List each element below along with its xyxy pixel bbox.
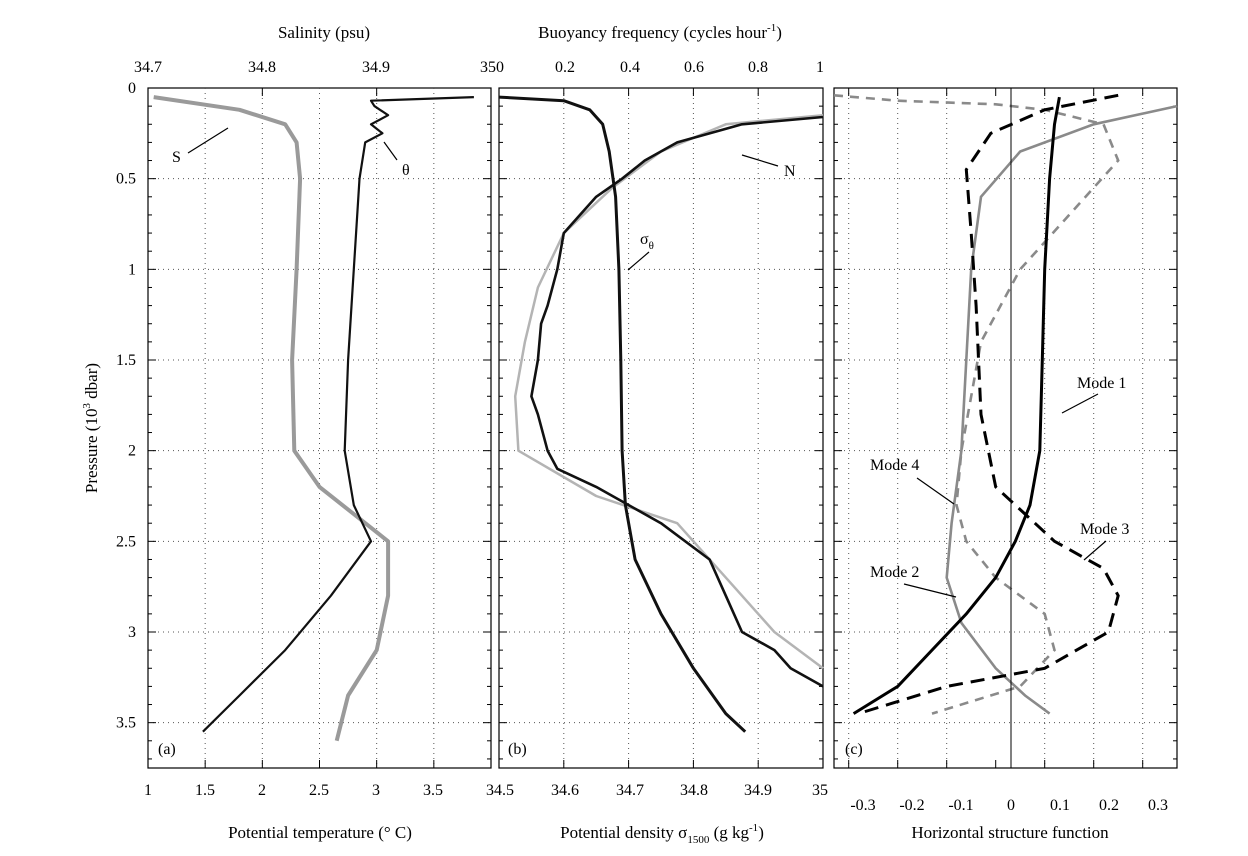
series-mode-2 (945, 104, 1178, 715)
panel-b-frame (498, 87, 824, 769)
panel-b-tag: (b) (508, 741, 527, 758)
panel-a-bottom-axis-label: Potential temperature (° C) (228, 823, 412, 842)
panel-c-bottom-tick: -0.1 (948, 797, 973, 814)
y-tick-label: 3 (128, 624, 136, 641)
panel-frames (147, 87, 1178, 769)
panel-a-tag: (a) (158, 741, 176, 758)
series-potential-temperature (202, 96, 474, 733)
panel-b-bottom-tick: 34.6 (551, 782, 579, 799)
panel-b-bottom-tick: 34.8 (680, 782, 708, 799)
gridlines (148, 88, 1177, 768)
panel-a-top-axis-label: Salinity (psu) (278, 23, 370, 42)
panel-a-top-tick: 35 (480, 59, 496, 76)
panel-b-bottom-label-text: Potential density σ (560, 823, 687, 842)
y-tick-label: 0.5 (116, 171, 136, 188)
series-mode-1 (852, 96, 1061, 715)
tick-marks (147, 87, 1177, 768)
panel-a-top-tick: 34.7 (134, 59, 162, 76)
panel-b-top-tick: 0.6 (684, 59, 704, 76)
panel-c-bottom-tick: 0 (1007, 797, 1015, 814)
panel-b-bottom-label-sub: 1500 (687, 834, 710, 846)
y-tick-label: 2 (128, 443, 136, 460)
annotation-theta-leader (383, 141, 398, 161)
annotation-mode-1-leader (1061, 393, 1099, 414)
annotation-theta: θ (402, 162, 410, 179)
panel-c-bottom-ticks: -0.3 -0.2 -0.1 0 0.1 0.2 0.3 (850, 797, 1168, 814)
panel-b-bottom-tick: 35 (812, 782, 828, 799)
annotation-mode-2: Mode 2 (870, 564, 919, 581)
panel-a-top-tick: 34.9 (362, 59, 390, 76)
panel-b-top-axis-label: Buoyancy frequency (cycles hour-1) (538, 22, 782, 42)
panel-b-bottom-tick: 34.5 (486, 782, 514, 799)
panel-b-top-ticks: 0 0.2 0.4 0.6 0.8 1 (496, 59, 824, 76)
panel-a-bottom-tick: 1.5 (195, 782, 215, 799)
series-potential-density (498, 95, 747, 733)
annotation-mode-3: Mode 3 (1080, 521, 1129, 538)
annotations: S θ N σθ Mode 1 Mode 4 Mode 3 Mode 2 (172, 127, 1129, 598)
series-buoyancy-individual (513, 113, 824, 670)
series-salinity (153, 95, 391, 742)
annotation-mode-1: Mode 1 (1077, 375, 1126, 392)
annotation-salinity-leader (187, 127, 229, 154)
annotation-buoyancy-leader (741, 154, 779, 167)
series-mode-3 (858, 93, 1120, 716)
panel-c-frame (833, 87, 1178, 769)
annotation-sigma-leader (627, 251, 650, 271)
panel-b-top-tick: 1 (816, 59, 824, 76)
y-axis-label: Pressure (103 dbar) (81, 363, 101, 493)
data-series (153, 93, 1178, 742)
panel-b-bottom-axis-label: Potential density σ1500 (g kg-1) (560, 822, 764, 846)
panel-a-bottom-ticks: 1 1.5 2 2.5 3 3.5 (144, 782, 443, 799)
panel-a-top-tick: 34.8 (248, 59, 276, 76)
panel-c-bottom-tick: 0.1 (1050, 797, 1070, 814)
panel-c-bottom-tick: -0.3 (850, 797, 875, 814)
annotation-salinity: S (172, 149, 181, 166)
panel-b-bottom-label-tail: ) (758, 823, 764, 842)
panel-c-tag: (c) (845, 741, 863, 758)
y-axis-label-text: Pressure (10 (82, 409, 101, 494)
annotation-sigma-text: σ (640, 231, 649, 248)
panel-c-bottom-tick: -0.2 (899, 797, 924, 814)
annotation-mode-3-leader (1083, 540, 1107, 561)
panel-c-bottom-axis-label: Horizontal structure function (911, 823, 1109, 842)
y-axis-label-end: dbar) (82, 363, 101, 403)
panel-b-bottom-tick: 34.9 (744, 782, 772, 799)
y-tick-labels: 0 0.5 1 1.5 2 2.5 3 3.5 (116, 80, 136, 732)
series-buoyancy-frequency (530, 115, 824, 688)
panel-b-bottom-label-end: (g kg (709, 823, 749, 842)
panel-a-bottom-tick: 2 (258, 782, 266, 799)
annotation-buoyancy: N (784, 163, 796, 180)
annotation-mode-4: Mode 4 (870, 457, 919, 474)
panel-b-top-tick: 0.2 (555, 59, 575, 76)
annotation-sigma: σθ (640, 231, 654, 252)
panel-b-bottom-ticks: 34.5 34.6 34.7 34.8 34.9 35 (486, 782, 828, 799)
annotation-sigma-sub: θ (649, 240, 654, 252)
panel-b-top-tick: 0.4 (620, 59, 640, 76)
panel-a-bottom-tick: 2.5 (309, 782, 329, 799)
y-axis-label-sup: 3 (81, 403, 93, 409)
y-tick-label: 2.5 (116, 533, 136, 550)
panel-a-bottom-tick: 1 (144, 782, 152, 799)
panel-a-top-ticks: 34.7 34.8 34.9 35 (134, 59, 496, 76)
annotation-mode-4-leader (916, 477, 955, 505)
panel-a-bottom-tick: 3.5 (423, 782, 443, 799)
panel-b-top-label-tail: ) (776, 23, 782, 42)
y-tick-label: 0 (128, 80, 136, 97)
panel-c-bottom-tick: 0.2 (1099, 797, 1119, 814)
y-tick-label: 3.5 (116, 715, 136, 732)
y-tick-label: 1 (128, 261, 136, 278)
y-tick-label: 1.5 (116, 352, 136, 369)
panel-b-top-label-sup: -1 (767, 22, 776, 34)
panel-c-bottom-tick: 0.3 (1148, 797, 1168, 814)
annotation-mode-2-leader (903, 583, 957, 598)
panel-b-bottom-label-sup: -1 (749, 822, 758, 834)
series-mode-4 (833, 94, 1120, 715)
panel-b-bottom-tick: 34.7 (616, 782, 644, 799)
panel-b-top-label-text: Buoyancy frequency (cycles hour (538, 23, 767, 42)
panel-a-bottom-tick: 3 (372, 782, 380, 799)
panel-b-top-tick: 0.8 (748, 59, 768, 76)
panel-b-top-tick: 0 (496, 59, 504, 76)
